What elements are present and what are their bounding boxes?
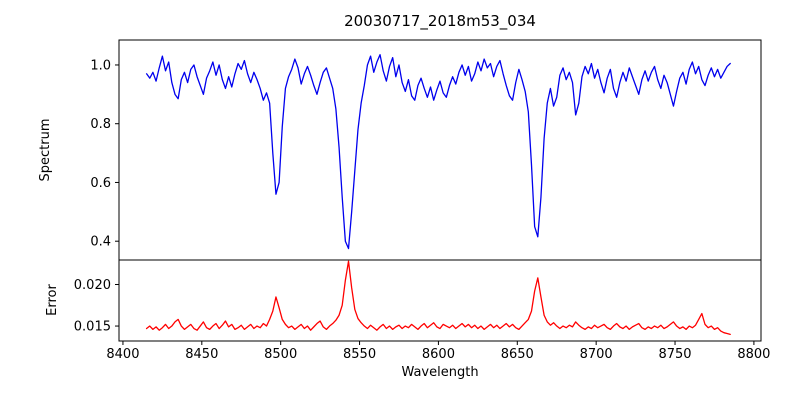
- error-line: [145, 260, 731, 336]
- y-axis-label-error: Error: [45, 284, 60, 316]
- x-tick-label: 8650: [501, 347, 534, 362]
- y-tick-label: 0.020: [74, 278, 111, 293]
- x-tick-label: 8400: [106, 347, 139, 362]
- x-axis-label: Wavelength: [401, 365, 478, 380]
- y-tick-label: 0.8: [90, 117, 111, 132]
- x-tick-label: 8800: [737, 347, 770, 362]
- spectrum-line: [145, 54, 731, 250]
- chart-title: 20030717_2018m53_034: [344, 12, 536, 31]
- y-axis-label-spectrum: Spectrum: [38, 119, 53, 182]
- y-tick-label: 0.4: [90, 235, 111, 250]
- x-tick-label: 8450: [185, 347, 218, 362]
- panel-border-error: [118, 259, 762, 342]
- x-tick-label: 8750: [658, 347, 691, 362]
- y-tick-label: 1.0: [90, 58, 111, 73]
- x-tick-label: 8500: [264, 347, 297, 362]
- y-tick-label: 0.015: [74, 320, 111, 335]
- x-tick-label: 8600: [422, 347, 455, 362]
- plot-render-layer: 8400 8450 8500 8550 8600 8650 8700 8750 8800 0.4 0…: [74, 39, 770, 362]
- y-tick-label: 0.6: [90, 176, 111, 191]
- x-tick-label: 8700: [580, 347, 613, 362]
- x-tick-label: 8550: [343, 347, 376, 362]
